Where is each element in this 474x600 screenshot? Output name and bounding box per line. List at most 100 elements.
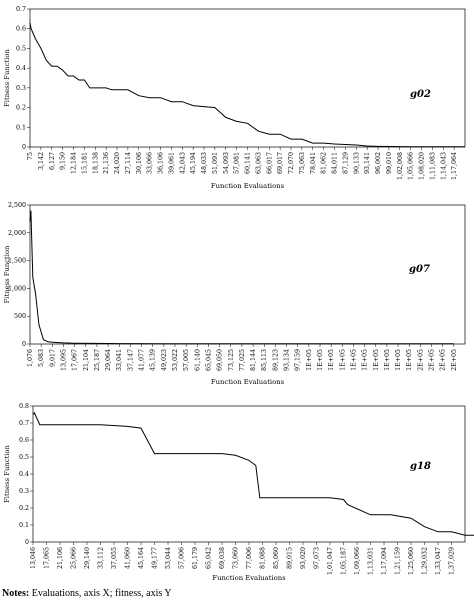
chart-g07-y-tick-label: 1,000 [8,285,26,292]
chart-g02-plot-frame [29,8,466,148]
chart-g07-x-tick-label: 17,067 [72,349,79,371]
chart-g07-x-tick-label: 25,187 [94,349,101,371]
chart-g02-x-tick-label: 69,017 [277,152,284,174]
chart-g18-x-tick-label: 1,29,032 [422,547,429,575]
chart-g07-x-tick-label: 85,113 [261,349,268,371]
chart-g18-y-tick-label: 0.4 [19,471,29,478]
chart-g07-x-tick-label: 2E+05 [440,349,447,371]
chart-g07-x-tick-label: 29,064 [105,349,112,371]
chart-g07-y-axis-title: Fitness Function [3,245,11,303]
chart-g02-x-tick-label: 51,091 [212,152,219,174]
chart-g02-x-tick-label: 3,142 [38,152,45,170]
chart-g02-y-axis-title: Fitness Function [3,48,11,106]
chart-g02-x-tick-label: 24,020 [114,152,121,174]
chart-g18-x-tick-label: 1,05,187 [341,547,348,575]
chart-g07-x-tick-label: 73,125 [228,349,235,371]
chart-g07-x-tick-label: 13,095 [60,349,67,371]
chart-g07-x-tick-label: 1E+05 [306,349,313,371]
chart-g02-y-tick-label: 0.7 [16,6,26,13]
chart-g07-x-tick-label: 1E+05 [384,349,391,371]
chart-g18-x-tick-label: 33,112 [98,547,105,569]
chart-g18-y-tick-label: 0.6 [19,437,29,444]
chart-g02-x-tick-label: 90,133 [353,152,360,174]
chart-g07-x-tick-label: 53,022 [172,349,179,371]
chart-g18-x-tick-label: 41,060 [125,547,132,569]
chart-g02-x-tick-label: 96,002 [375,152,382,174]
chart-g02-x-tick-label: 87,129 [342,152,349,174]
chart-g02-x-tick-label: 57,081 [234,152,241,174]
chart-g07-x-tick-label: 2E+05 [417,349,424,371]
chart-g02-x-tick-label: 45,194 [190,152,197,174]
chart-g02-x-tick-label: 1,08,020 [419,152,426,180]
chart-g02-x-tick-label: 12,184 [71,152,78,174]
chart-g02-y-tick-label: 0.4 [16,65,26,72]
notes-text: Evaluations, axis X; fitness, axis Y [29,588,171,599]
chart-g07-x-axis-title: Function Evaluations [211,378,285,386]
chart-g18-x-tick-label: 61,179 [192,547,199,569]
chart-g18-x-tick-label: 73,060 [233,547,240,569]
chart-g07-x-tick-label: 93,134 [284,349,291,371]
chart-g02-y-tick-label: 0 [22,144,26,151]
chart-g07-x-tick-label: 97,159 [295,349,302,371]
chart-g07-function-label: g07 [409,264,430,275]
chart-g07-x-tick-label: 61,140 [194,349,201,371]
chart-g07-x-tick-label: 65,045 [205,349,212,371]
chart-g07-x-tick-label: 1E+05 [395,349,402,371]
chart-g02-y-tick-label: 0.6 [16,26,26,33]
chart-g07-y-tick-label: 2,500 [8,202,26,209]
chart-g02-x-tick-label: 81,062 [321,152,328,174]
chart-g02-x-tick-label: 93,141 [364,152,371,174]
chart-g07-y-tick-label: 0 [22,341,26,348]
chart-g02-x-tick-label: 1,17,064 [451,152,458,180]
chart-g07-x-tick-label: 41,077 [139,349,146,371]
chart-g18-x-tick-label: 89,015 [287,547,294,569]
chart-g18-y-tick-label: 0.1 [19,522,29,529]
chart-g07-series-line [29,210,454,345]
chart-g18-series-line [32,411,474,536]
chart-g02-function-label: g02 [410,89,431,100]
chart-g18-y-tick-label: 0.2 [19,505,29,512]
chart-g02-x-tick-label: 63,063 [255,152,262,174]
chart-g02-x-tick-label: 1,02,008 [397,152,404,180]
chart-g18-x-tick-label: 93,020 [300,547,307,569]
chart-g18-x-tick-label: 29,140 [84,547,91,569]
chart-g07-x-tick-label: 89,123 [272,349,279,371]
chart-g18-x-tick-label: 1,33,047 [435,547,442,575]
chart-g18-x-tick-label: 13,046 [30,547,37,569]
chart-g07-x-tick-label: 5,083 [38,349,45,367]
chart-g18-x-tick-label: 1,09,066 [354,547,361,575]
chart-g02-y-tick-label: 0.1 [16,124,26,131]
chart-g02-x-tick-label: 66,017 [266,152,273,174]
chart-g07-x-tick-label: 81,144 [250,349,257,371]
chart-g18-plot-frame [32,405,466,543]
chart-g18-x-tick-label: 1,25,060 [408,547,415,575]
chart-g02-x-tick-label: 1,14,043 [440,152,447,180]
chart-g07-x-tick-label: 1E+05 [328,349,335,371]
chart-g18-y-axis-title: Fitness Function [3,444,11,502]
chart-g02-y-tick-label: 0.2 [16,105,26,112]
chart-g18-x-tick-label: 77,006 [246,547,253,569]
chart-g18-x-tick-label: 45,164 [138,547,145,569]
chart-g02-x-tick-label: 33,066 [147,152,154,174]
chart-g18-x-axis-title: Function Evaluations [212,574,286,582]
chart-g07-x-tick-label: 1E+05 [350,349,357,371]
chart-g02-y-tick-label: 0.3 [16,85,26,92]
chart-g18-x-tick-label: 53,044 [165,547,172,569]
chart-g07-x-tick-label: 1E+05 [373,349,380,371]
notes-lead: Notes: [2,588,29,599]
chart-g02-x-tick-label: 39,061 [168,152,175,174]
chart-g07-x-tick-label: 37,147 [127,349,134,371]
chart-g07-x-tick-label: 69,050 [217,349,224,371]
chart-g18-y-tick-label: 0.5 [19,454,29,461]
chart-g07-x-tick-label: 45,139 [150,349,157,371]
notes-caption: Notes: Evaluations, axis X; fitness, axi… [2,588,172,599]
chart-g18-x-tick-label: 37,055 [111,547,118,569]
chart-g07-x-tick-label: 2E+05 [451,349,458,371]
chart-g02-x-tick-label: 84,011 [332,152,339,174]
chart-g02-x-tick-label: 9,150 [60,152,67,170]
chart-g02-x-tick-label: 1,11,083 [429,152,436,180]
chart-g18-x-tick-label: 25,066 [71,547,78,569]
chart-g07-x-tick-label: 2E+05 [429,349,436,371]
chart-g07-x-tick-label: 57,005 [183,349,190,371]
chart-g02-x-tick-label: 60,141 [245,152,252,174]
